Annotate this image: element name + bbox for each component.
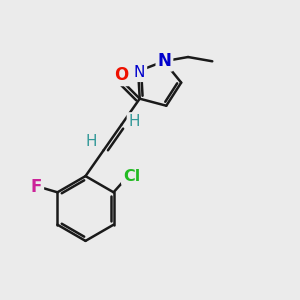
Text: H: H: [85, 134, 97, 149]
Text: Cl: Cl: [123, 169, 140, 184]
Text: N: N: [134, 65, 146, 80]
Text: H: H: [128, 114, 140, 129]
Text: O: O: [114, 66, 128, 84]
Text: F: F: [31, 178, 42, 196]
Text: N: N: [158, 52, 171, 70]
